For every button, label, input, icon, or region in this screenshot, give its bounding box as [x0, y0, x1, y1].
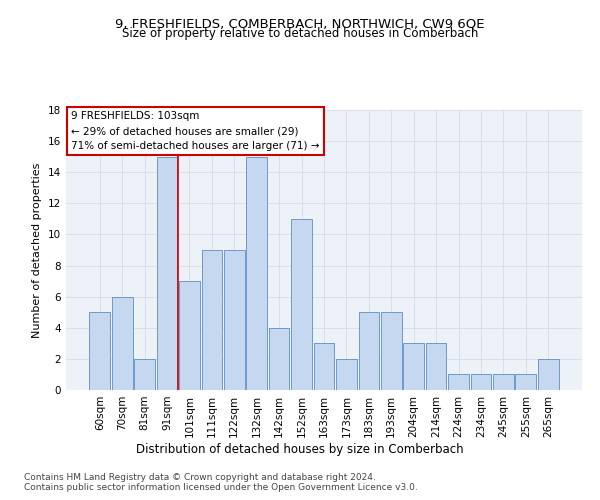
Bar [291, 219, 312, 390]
Bar [134, 359, 155, 390]
Text: 9 FRESHFIELDS: 103sqm
← 29% of detached houses are smaller (29)
71% of semi-deta: 9 FRESHFIELDS: 103sqm ← 29% of detached … [71, 112, 320, 151]
Bar [269, 328, 289, 390]
Bar [470, 374, 491, 390]
Bar [515, 374, 536, 390]
Text: Contains public sector information licensed under the Open Government Licence v3: Contains public sector information licen… [24, 482, 418, 492]
Bar [112, 296, 133, 390]
Bar [247, 156, 267, 390]
Bar [202, 250, 222, 390]
Bar [381, 312, 401, 390]
Bar [336, 359, 357, 390]
Bar [493, 374, 514, 390]
Text: Size of property relative to detached houses in Comberbach: Size of property relative to detached ho… [122, 28, 478, 40]
Bar [403, 344, 424, 390]
Bar [157, 156, 178, 390]
Bar [448, 374, 469, 390]
Bar [538, 359, 559, 390]
Text: 9, FRESHFIELDS, COMBERBACH, NORTHWICH, CW9 6QE: 9, FRESHFIELDS, COMBERBACH, NORTHWICH, C… [115, 18, 485, 30]
Text: Distribution of detached houses by size in Comberbach: Distribution of detached houses by size … [136, 442, 464, 456]
Bar [359, 312, 379, 390]
Bar [179, 281, 200, 390]
Text: Contains HM Land Registry data © Crown copyright and database right 2024.: Contains HM Land Registry data © Crown c… [24, 472, 376, 482]
Bar [314, 344, 334, 390]
Bar [89, 312, 110, 390]
Y-axis label: Number of detached properties: Number of detached properties [32, 162, 43, 338]
Bar [224, 250, 245, 390]
Bar [426, 344, 446, 390]
